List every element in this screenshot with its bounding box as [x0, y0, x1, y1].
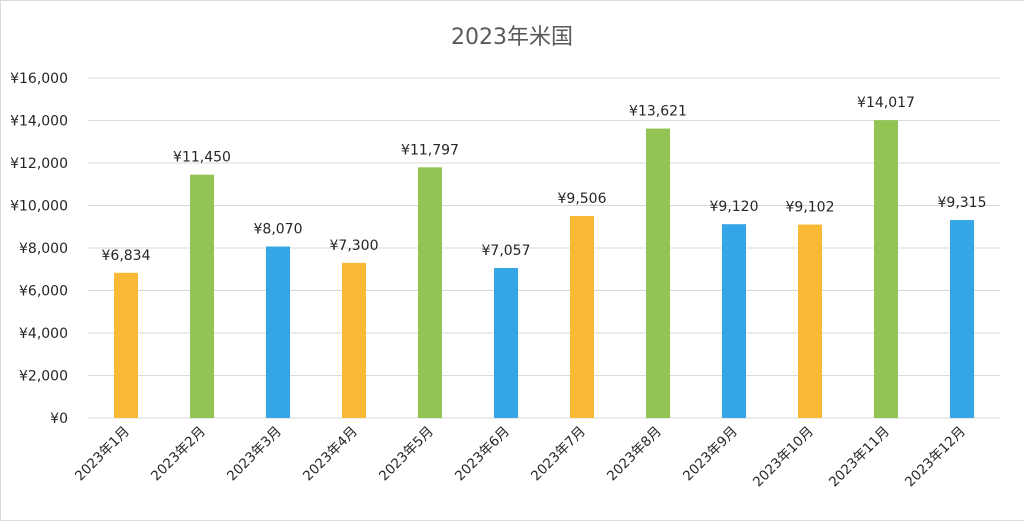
bar: [418, 167, 442, 418]
bar: [874, 120, 898, 419]
data-label: ¥7,057: [482, 243, 531, 259]
data-label: ¥9,315: [938, 195, 987, 211]
x-tick-label: 2023年9月: [680, 424, 741, 485]
data-label: ¥9,102: [786, 200, 835, 216]
chart-title: 2023年米国: [451, 25, 573, 50]
data-label: ¥9,120: [710, 199, 759, 215]
data-label: ¥11,797: [401, 142, 459, 158]
bar: [266, 246, 290, 418]
bar: [798, 224, 822, 418]
bar: [190, 174, 214, 418]
x-tick-label: 2023年12月: [902, 424, 969, 491]
data-label: ¥6,834: [102, 248, 151, 264]
bar: [570, 215, 594, 418]
y-axis-ticks: ¥0 ¥2,000 ¥4,000 ¥6,000 ¥8,000 ¥10,000 ¥12,000…: [10, 71, 68, 427]
x-tick-label: 2023年7月: [528, 424, 589, 485]
y-tick-label: ¥10,000: [10, 199, 68, 215]
y-tick-label: ¥8,000: [19, 241, 68, 257]
x-tick-label: 2023年2月: [148, 424, 209, 485]
x-tick-label: 2023年4月: [300, 424, 361, 485]
y-tick-label: ¥14,000: [10, 114, 68, 130]
bar: [342, 262, 366, 418]
y-tick-label: ¥2,000: [19, 369, 68, 385]
x-tick-label: 2023年10月: [750, 424, 817, 491]
data-label: ¥8,070: [254, 222, 303, 238]
x-tick-label: 2023年11月: [826, 424, 893, 491]
data-labels: ¥6,834 ¥11,450 ¥8,070 ¥7,300 ¥11,797 ¥7,057 ¥9…: [102, 95, 987, 264]
data-label: ¥14,017: [857, 95, 915, 111]
x-tick-label: 2023年8月: [604, 424, 665, 485]
y-tick-label: ¥16,000: [10, 71, 68, 87]
bar: [494, 268, 518, 418]
bar: [950, 220, 974, 418]
y-tick-label: ¥0: [50, 411, 68, 427]
bar: [114, 272, 138, 418]
data-label: ¥7,300: [330, 238, 379, 254]
bar: [646, 128, 670, 418]
x-tick-label: 2023年5月: [376, 424, 437, 485]
data-label: ¥9,506: [558, 191, 607, 207]
grid-lines: [88, 77, 1000, 419]
x-axis-ticks: 2023年1月 2023年2月 2023年3月 2023年4月 2023年5月 2023年…: [72, 424, 969, 491]
bars: [114, 120, 974, 419]
y-tick-label: ¥12,000: [10, 156, 68, 172]
x-tick-label: 2023年3月: [224, 424, 285, 485]
bar: [722, 224, 746, 418]
y-tick-label: ¥6,000: [19, 284, 68, 300]
data-label: ¥13,621: [629, 104, 687, 120]
data-label: ¥11,450: [173, 150, 231, 166]
x-tick-label: 2023年6月: [452, 424, 513, 485]
x-tick-label: 2023年1月: [72, 424, 133, 485]
y-tick-label: ¥4,000: [19, 326, 68, 342]
